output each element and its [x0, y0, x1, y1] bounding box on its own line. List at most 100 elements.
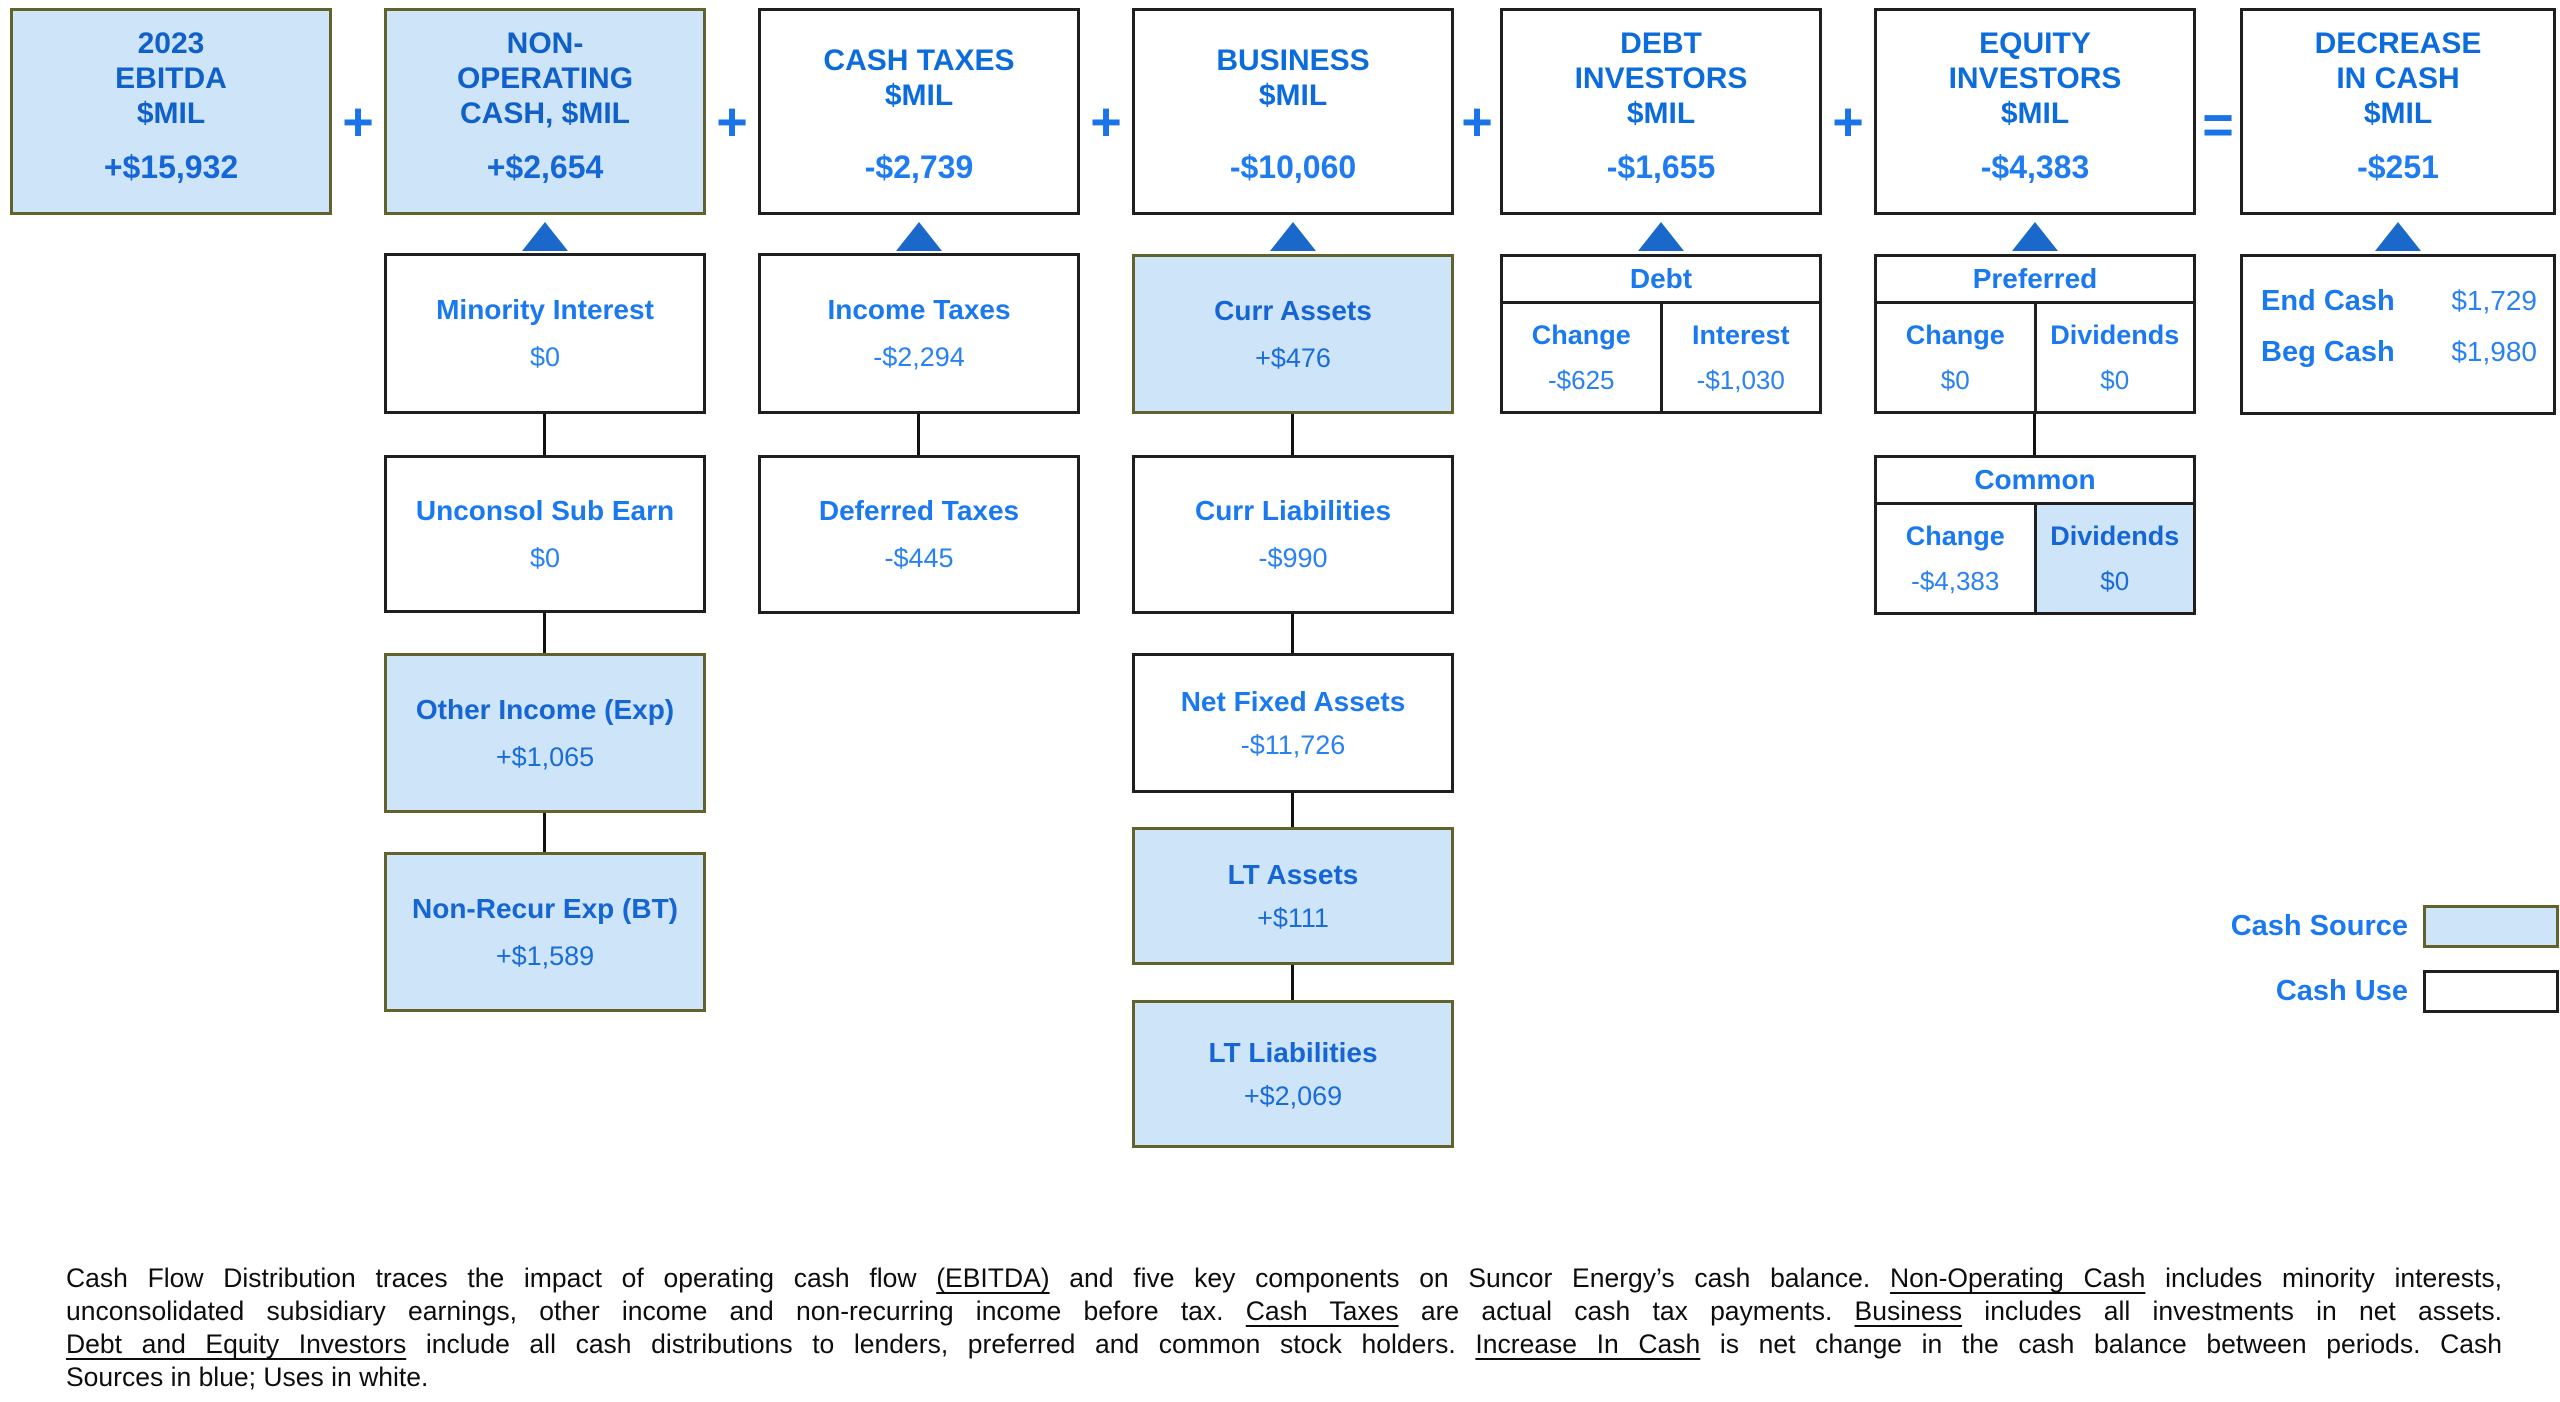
box-lt-liabilities: LT Liabilities +$2,069 [1132, 1000, 1454, 1148]
title-line: INVESTORS [1948, 61, 2122, 95]
common-dividends-label: Dividends [2050, 521, 2180, 551]
beg-cash-label: Beg Cash [2261, 336, 2395, 368]
box-decrease-in-cash: DECREASE IN CASH $MIL -$251 [2240, 8, 2556, 215]
connector-line [1291, 614, 1294, 653]
box-deferred-taxes-label: Deferred Taxes [818, 495, 1020, 526]
common-table: Common Change -$4,383 Dividends $0 [1874, 455, 2196, 615]
footnote-line-1: Cash Flow Distribution traces the impact… [66, 1262, 2502, 1295]
box-non-operating-cash: NON- OPERATING CASH, $MIL +$2,654 [384, 8, 706, 215]
title-line: $MIL [1626, 96, 1696, 130]
box-other-income-value: +$1,065 [495, 741, 595, 772]
preferred-table-body: Change $0 Dividends $0 [1877, 304, 2193, 411]
box-curr-liabilities-value: -$990 [1258, 543, 1328, 573]
footnote-underlined-term: Debt and Equity Investors [66, 1329, 407, 1359]
title-line: $MIL [136, 96, 206, 130]
footnote-text: is net change in the cash balance betwee… [1700, 1329, 2502, 1359]
title-line: 2023 [137, 26, 205, 60]
box-business-value: -$10,060 [1229, 149, 1357, 185]
footnote-text: Sources in blue; Uses in white. [66, 1362, 429, 1392]
common-change-label: Change [1905, 521, 2005, 551]
box-non-operating-cash-value: +$2,654 [486, 149, 604, 185]
box-non-operating-cash-title: NON- OPERATING CASH, $MIL [387, 17, 703, 139]
title-line: $MIL [2000, 96, 2070, 130]
box-debt-investors-title: DEBT INVESTORS $MIL [1503, 17, 1819, 139]
box-curr-assets-label: Curr Assets [1214, 294, 1372, 326]
legend-cash-source-label: Cash Source [2230, 910, 2408, 942]
box-business: BUSINESS $MIL -$10,060 [1132, 8, 1454, 215]
up-arrow-icon [522, 222, 568, 251]
box-lt-assets: LT Assets +$111 [1132, 827, 1454, 965]
title-line: DEBT [1620, 26, 1702, 60]
title-line: IN CASH [2336, 61, 2460, 95]
debt-interest-value: -$1,030 [1696, 365, 1785, 395]
end-cash-label: End Cash [2261, 285, 2395, 317]
preferred-table-title: Preferred [1877, 257, 2193, 304]
title-line: $MIL [2363, 96, 2433, 130]
box-income-taxes: Income Taxes -$2,294 [758, 253, 1080, 414]
box-lt-assets-value: +$111 [1257, 902, 1329, 933]
footnote-line-2: unconsolidated subsidiary earnings, othe… [66, 1295, 2502, 1328]
cash-summary-box: End Cash $1,729 Beg Cash $1,980 [2240, 254, 2556, 415]
preferred-dividends-cell: Dividends $0 [2033, 304, 2194, 411]
footnote-underlined-term: Business [1854, 1296, 1963, 1326]
preferred-change-value: $0 [1940, 365, 1970, 395]
box-non-recur-exp: Non-Recur Exp (BT) +$1,589 [384, 852, 706, 1012]
box-ebitda-value: +$15,932 [103, 149, 239, 185]
box-net-fixed-assets-value: -$11,726 [1240, 729, 1346, 760]
footnote-line-4: Sources in blue; Uses in white. [66, 1361, 2502, 1394]
title-line: CASH TAXES [823, 44, 1015, 77]
connector-line [1291, 793, 1294, 827]
box-debt-investors-value: -$1,655 [1606, 149, 1716, 185]
title-line: $MIL [1258, 79, 1328, 112]
connector-line [543, 613, 546, 653]
legend-cash-use-label: Cash Use [2275, 975, 2408, 1007]
box-decrease-in-cash-title: DECREASE IN CASH $MIL [2243, 17, 2553, 139]
footnote: Cash Flow Distribution traces the impact… [66, 1262, 2502, 1394]
plus-operator: + [1090, 92, 1122, 152]
footnote-text: include all cash distributions to lender… [406, 1329, 1476, 1359]
footnote-line-3: Debt and Equity Investors include all ca… [66, 1328, 2502, 1361]
box-curr-assets-value: +$476 [1255, 342, 1331, 373]
box-minority-interest: Minority Interest $0 [384, 253, 706, 414]
preferred-dividends-value: $0 [2100, 365, 2130, 395]
common-table-title: Common [1877, 458, 2193, 505]
box-debt-investors: DEBT INVESTORS $MIL -$1,655 [1500, 8, 1822, 215]
box-equity-investors-title: EQUITY INVESTORS $MIL [1877, 17, 2193, 139]
title-line: BUSINESS [1216, 44, 1370, 77]
preferred-change-cell: Change $0 [1877, 304, 2034, 411]
box-cash-taxes: CASH TAXES $MIL -$2,739 [758, 8, 1080, 215]
box-minority-interest-value: $0 [529, 342, 561, 372]
up-arrow-icon [2012, 222, 2058, 251]
box-curr-assets: Curr Assets +$476 [1132, 254, 1454, 414]
common-table-body: Change -$4,383 Dividends $0 [1877, 505, 2193, 612]
connector-line [917, 414, 920, 455]
box-income-taxes-label: Income Taxes [827, 294, 1011, 325]
debt-table-body: Change -$625 Interest -$1,030 [1503, 304, 1819, 411]
footnote-text: Cash Flow Distribution traces the impact… [66, 1263, 937, 1293]
box-minority-interest-label: Minority Interest [436, 294, 654, 325]
box-net-fixed-assets-label: Net Fixed Assets [1180, 685, 1406, 717]
box-business-title: BUSINESS $MIL [1135, 17, 1451, 139]
title-line: EBITDA [115, 61, 227, 95]
footnote-underlined-term: Non-Operating Cash [1889, 1263, 2146, 1293]
footnote-underlined-term: Cash Taxes [1245, 1296, 1399, 1326]
footnote-text: and five key components on Suncor Energy… [1049, 1263, 1890, 1293]
up-arrow-icon [1638, 222, 1684, 251]
box-ebitda: 2023 EBITDA $MIL +$15,932 [10, 8, 332, 215]
title-line: CASH, $MIL [459, 96, 630, 130]
legend-cash-use-swatch [2423, 970, 2559, 1013]
connector-line [1291, 414, 1294, 455]
box-ebitda-title: 2023 EBITDA $MIL [13, 17, 329, 139]
common-dividends-cell: Dividends $0 [2033, 505, 2193, 612]
box-cash-taxes-value: -$2,739 [864, 149, 974, 185]
title-line: OPERATING [456, 61, 634, 95]
legend-cash-source-swatch [2423, 905, 2559, 948]
equals-operator: = [2202, 95, 2234, 155]
footnote-text: are actual cash tax payments. [1398, 1296, 1855, 1326]
box-equity-investors: EQUITY INVESTORS $MIL -$4,383 [1874, 8, 2196, 215]
footnote-underlined-term: (EBITDA) [936, 1263, 1050, 1293]
box-unconsol-sub-earn-value: $0 [529, 542, 561, 573]
footnote-underlined-term: Increase In Cash [1475, 1329, 1701, 1359]
debt-interest-label: Interest [1691, 320, 1790, 350]
box-lt-liabilities-value: +$2,069 [1243, 1080, 1343, 1111]
